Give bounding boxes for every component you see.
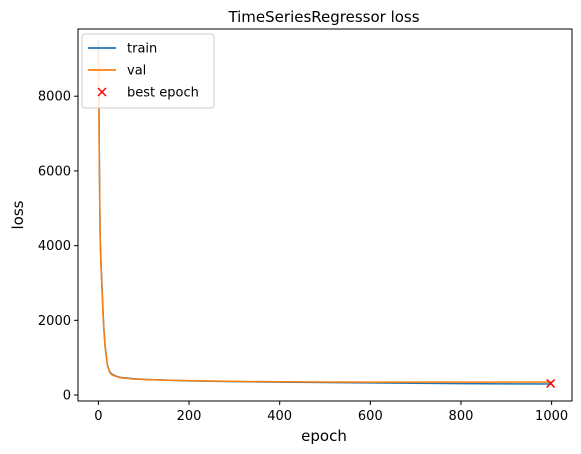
y-axis: 0 2000 4000 6000 8000 — [38, 90, 78, 404]
x-tick-label: 200 — [177, 409, 202, 424]
val-series-line — [97, 51, 552, 383]
x-axis: 0 200 400 600 800 1000 — [94, 401, 568, 424]
y-tick-label: 6000 — [38, 164, 71, 179]
legend-label: best epoch — [127, 86, 199, 101]
legend-label: train — [127, 42, 157, 57]
legend-marker-best-epoch — [97, 87, 107, 97]
y-tick-label: 0 — [63, 389, 71, 404]
x-tick-label: 0 — [94, 409, 102, 424]
best-epoch-marker — [546, 378, 556, 388]
legend-item-best-epoch: best epoch — [97, 86, 199, 101]
y-axis-label: loss — [9, 200, 27, 229]
y-tick-label: 2000 — [38, 314, 71, 329]
legend-box — [81, 33, 215, 109]
x-tick-label: 1000 — [535, 409, 568, 424]
plot-area — [97, 40, 556, 388]
x-tick-label: 600 — [358, 409, 383, 424]
x-tick-label: 400 — [267, 409, 292, 424]
legend-label: val — [127, 64, 146, 79]
plot-frame — [77, 28, 573, 402]
legend: train val best epoch — [81, 33, 215, 109]
x-tick-label: 800 — [449, 409, 474, 424]
chart-title: TimeSeriesRegressor loss — [227, 8, 419, 26]
x-axis-label: epoch — [301, 427, 347, 445]
y-tick-label: 4000 — [38, 239, 71, 254]
y-tick-label: 8000 — [38, 90, 71, 105]
legend-item-train: train — [88, 42, 157, 57]
legend-item-val: val — [88, 64, 146, 79]
